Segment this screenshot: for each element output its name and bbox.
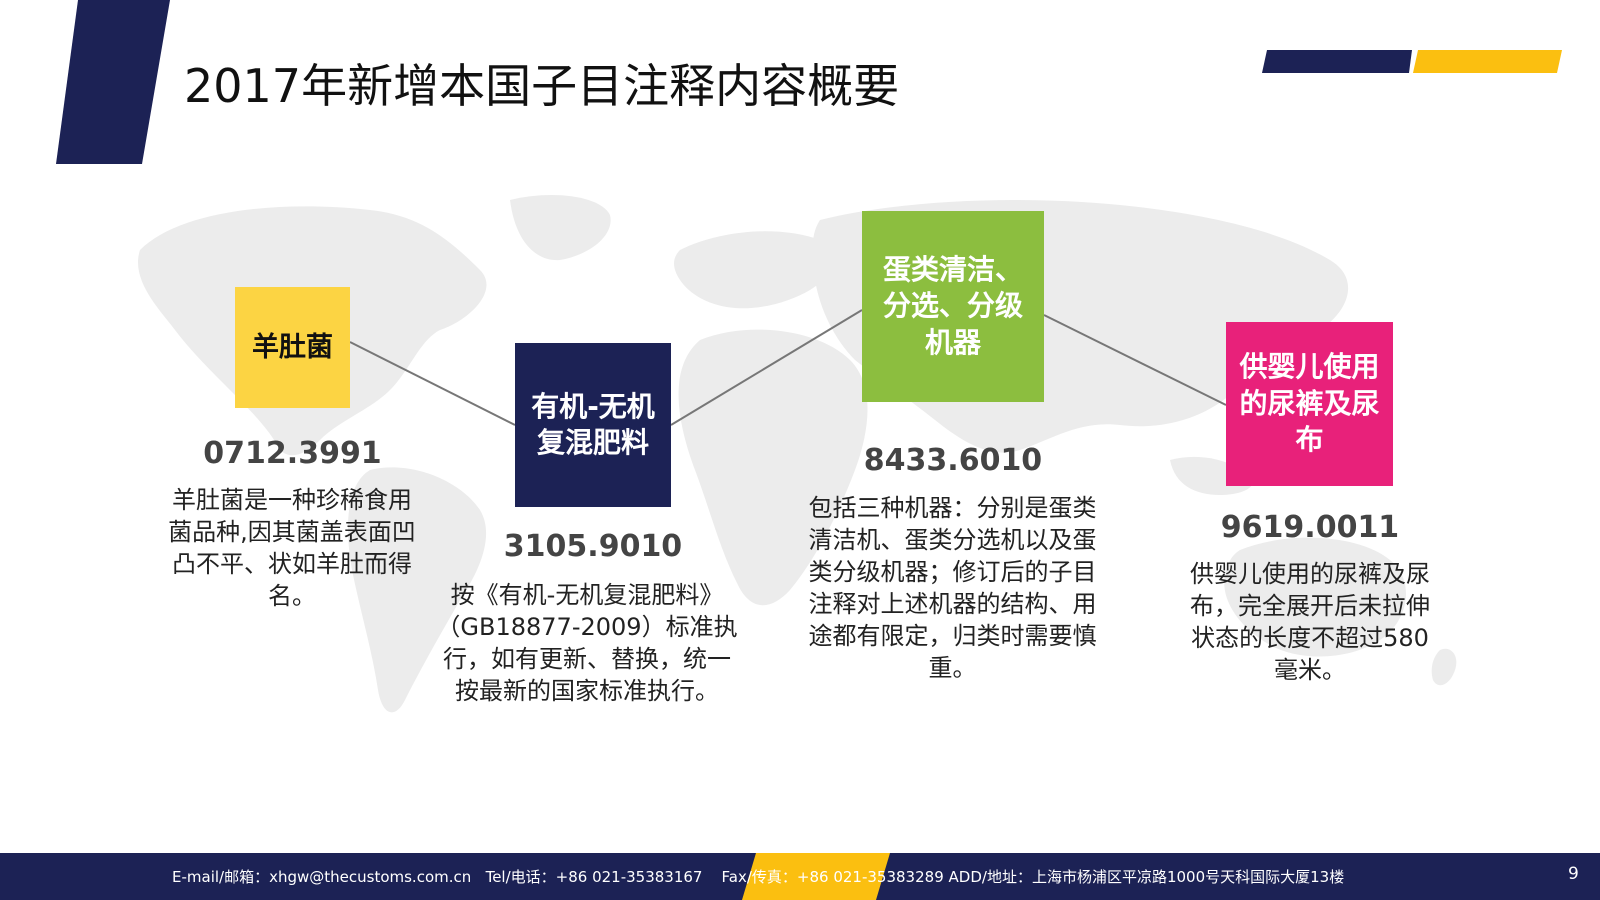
header-accent-bars: [1262, 50, 1562, 73]
item-box-morel: 羊肚菌: [235, 287, 350, 408]
page-title: 2017年新增本国子目注释内容概要: [184, 59, 900, 113]
item-desc-diapers: 供婴儿使用的尿裤及尿布，完全展开后未拉伸状态的长度不超过580毫米。: [1190, 560, 1430, 684]
item-box-egg-machines: 蛋类清洁、分选、分级机器: [862, 211, 1044, 402]
item-code-diapers: 9619.0011: [1220, 510, 1400, 545]
footer-address: ADD/地址：上海市杨浦区平凉路1000号天科国际大厦13楼: [948, 868, 1345, 886]
item-code-fertilizer: 3105.9010: [503, 529, 683, 564]
footer-fax: Fax/传真：+86 021-35383289: [721, 868, 944, 886]
item-desc-egg-machines: 包括三种机器：分别是蛋类清洁机、蛋类分选机以及蛋类分级机器；修订后的子目注释对上…: [808, 494, 1097, 682]
page-number: 9: [1568, 864, 1579, 884]
footer-contact: E-mail/邮箱：xhgw@thecustoms.com.cn Tel/电话：…: [172, 866, 1344, 887]
item-code-morel: 0712.3991: [203, 436, 382, 471]
header-slant-decoration: [56, 0, 170, 164]
item-desc-fertilizer: 按《有机-无机复混肥料》（GB18877-2009）标准执行，如有更新、替换，统…: [436, 581, 738, 705]
footer-email: E-mail/邮箱：xhgw@thecustoms.com.cn: [172, 868, 472, 886]
item-box-diapers: 供婴儿使用的尿裤及尿布: [1226, 322, 1393, 486]
footer-yellow-accent: [742, 853, 890, 900]
item-desc-morel: 羊肚菌是一种珍稀食用菌品种,因其菌盖表面凹凸不平、状如羊肚而得名。: [168, 486, 416, 610]
item-code-egg-machines: 8433.6010: [863, 443, 1043, 478]
footer-tel: Tel/电话：+86 021-35383167: [485, 868, 703, 886]
item-box-fertilizer: 有机-无机复混肥料: [515, 343, 671, 507]
